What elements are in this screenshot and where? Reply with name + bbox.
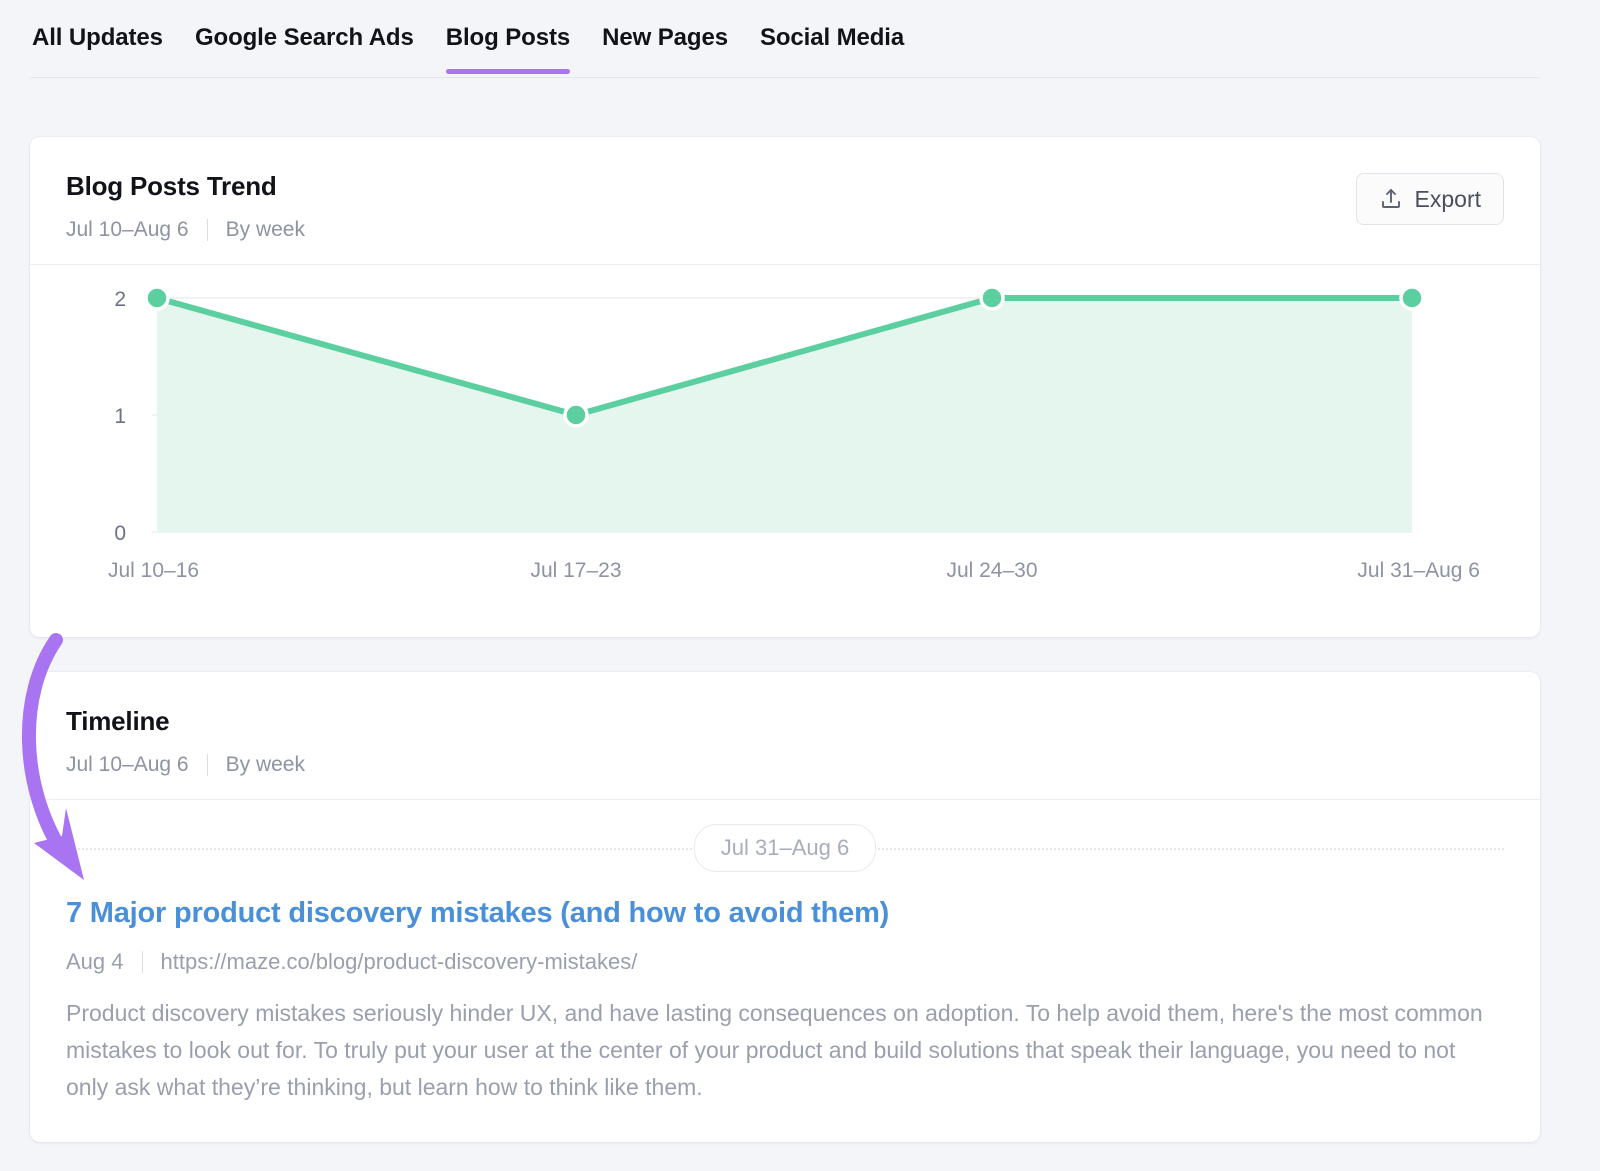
chart-point-0[interactable]	[144, 285, 170, 311]
trend-card-header: Blog Posts Trend Jul 10–Aug 6 By week Ex…	[30, 137, 1540, 265]
export-button[interactable]: Export	[1355, 173, 1504, 225]
timeline-card-header: Timeline Jul 10–Aug 6 By week	[30, 672, 1540, 800]
timeline-group-divider: Jul 31–Aug 6	[30, 800, 1540, 896]
blog-posts-trend-chart[interactable]: 2 1 0 Jul 10–16 Jul 17–23 Jul 24–30 Jul …	[30, 265, 1540, 620]
y-tick-label: 0	[114, 522, 126, 545]
timeline-title: Timeline	[66, 706, 170, 736]
tab-social-media[interactable]: Social Media	[744, 22, 920, 74]
export-button-label: Export	[1414, 185, 1481, 212]
list-item: 7 Major product discovery mistakes (and …	[30, 896, 1540, 1106]
trend-granularity: By week	[225, 218, 305, 241]
chart-svg: 2 1 0 Jul 10–16 Jul 17–23 Jul 24–30 Jul …	[108, 285, 1480, 582]
post-url-link[interactable]: https://maze.co/blog/product-discovery-m…	[160, 948, 638, 974]
chart-point-3[interactable]	[1399, 285, 1425, 311]
chart-line	[154, 295, 1415, 418]
tab-label: Google Search Ads	[194, 24, 414, 51]
tab-new-pages[interactable]: New Pages	[586, 22, 744, 74]
x-tick-label: Jul 17–23	[530, 559, 621, 582]
post-description: Product discovery mistakes seriously hin…	[66, 999, 1483, 1100]
timeline-card: Timeline Jul 10–Aug 6 By week Jul 31–Aug…	[30, 672, 1540, 1142]
page-title: Blog Posts Trend	[66, 171, 277, 201]
tab-label: Blog Posts	[445, 24, 571, 51]
x-tick-label: Jul 31–Aug 6	[1357, 559, 1480, 582]
timeline-date-range: Jul 10–Aug 6	[66, 753, 189, 776]
post-title-link[interactable]: 7 Major product discovery mistakes (and …	[66, 897, 890, 929]
timeline-body: Jul 31–Aug 6 7 Major product discovery m…	[30, 800, 1540, 1106]
y-tick-label: 1	[114, 405, 126, 428]
divider	[141, 950, 143, 973]
post-date: Aug 4	[66, 948, 124, 974]
export-upload-icon	[1379, 187, 1403, 211]
y-tick-label: 2	[114, 288, 126, 311]
tab-all-updates[interactable]: All Updates	[30, 22, 179, 74]
divider	[206, 754, 208, 776]
chart-area-fill	[157, 298, 1412, 532]
timeline-card-subtitle: Jul 10–Aug 6 By week	[66, 753, 1504, 777]
x-tick-label: Jul 10–16	[108, 559, 199, 582]
tab-label: Social Media	[759, 24, 905, 51]
tab-label: New Pages	[602, 24, 728, 51]
trend-date-range: Jul 10–Aug 6	[66, 218, 189, 241]
chart-point-1[interactable]	[563, 402, 589, 428]
tab-google-search-ads[interactable]: Google Search Ads	[179, 22, 430, 74]
x-tick-label: Jul 24–30	[946, 559, 1037, 582]
chart-point-2[interactable]	[979, 285, 1005, 311]
trend-card-subtitle: Jul 10–Aug 6 By week	[66, 218, 1504, 242]
timeline-group-pill: Jul 31–Aug 6	[693, 824, 877, 872]
tab-bar: All Updates Google Search Ads Blog Posts…	[30, 22, 1540, 78]
divider	[206, 219, 208, 241]
blog-posts-trend-card: Blog Posts Trend Jul 10–Aug 6 By week Ex…	[30, 137, 1540, 637]
tab-blog-posts[interactable]: Blog Posts	[430, 22, 586, 74]
post-meta: Aug 4 https://maze.co/blog/product-disco…	[66, 949, 1504, 975]
tab-label: All Updates	[32, 24, 163, 51]
timeline-granularity: By week	[225, 753, 305, 776]
